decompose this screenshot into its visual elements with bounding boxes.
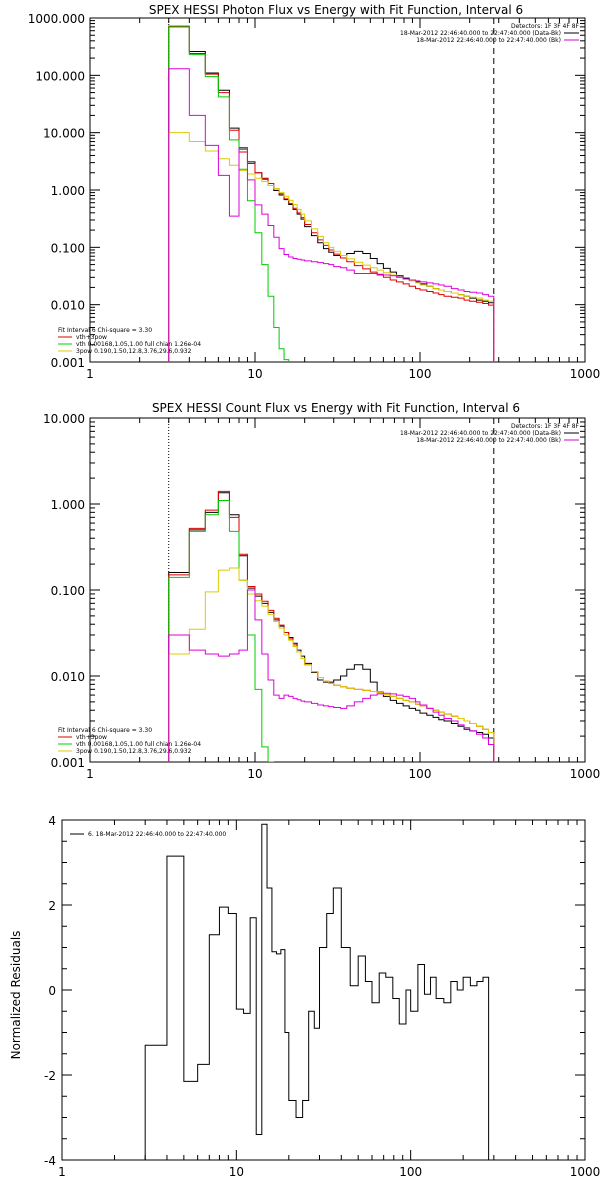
residuals-x-tick-label: 1	[58, 1165, 66, 1179]
count-flux-x-tick-label: 100	[409, 767, 432, 781]
photon-flux-y-tick-label: 1000.000	[28, 12, 85, 26]
count-flux-vth-series	[168, 499, 274, 762]
photon-flux-x-tick-label: 1000	[570, 367, 600, 381]
count-flux-x-tick-label: 1000	[570, 767, 600, 781]
photon-flux-panel: SPEX HESSI Photon Flux vs Energy with Fi…	[28, 3, 600, 381]
photon-flux-3pow-series	[168, 132, 495, 362]
residuals-y-tick-label: -4	[44, 1154, 56, 1168]
count-flux-x-tick-label: 1	[86, 767, 94, 781]
count-flux-legend-entry: 3pow 0.190,1.50,12.8,3.76,29.6,0.932	[76, 748, 192, 755]
residuals-y-tick-label: 0	[48, 984, 56, 998]
photon-flux-y-tick-label: 1.000	[51, 184, 85, 198]
photon-flux-legend-entry: 18-Mar-2012 22:46:40.000 to 22:47:40.000…	[400, 30, 561, 37]
count-flux-title: SPEX HESSI Count Flux vs Energy with Fit…	[152, 401, 520, 415]
photon-flux-x-tick-label: 1	[86, 367, 94, 381]
photon-flux-legend-detectors: Detectors: 1F 3F 4F 8F	[511, 23, 580, 30]
photon-flux-y-tick-label: 10.000	[43, 127, 85, 141]
photon-flux-data-series	[168, 26, 495, 362]
residuals-x-tick-label: 10	[229, 1165, 244, 1179]
photon-flux-y-tick-label: 0.100	[51, 241, 85, 255]
count-flux-legend-entry: 18-Mar-2012 22:46:40.000 to 22:47:40.000…	[416, 437, 561, 444]
photon-flux-vth-series	[168, 26, 290, 362]
count-flux-panel: SPEX HESSI Count Flux vs Energy with Fit…	[43, 401, 600, 781]
count-flux-legend-entry: vth 0.00168,1.05,1.00 full chian 1.26e-0…	[76, 741, 201, 748]
photon-flux-background-series	[168, 68, 495, 362]
count-flux-x-tick-label: 10	[247, 767, 262, 781]
count-flux-y-tick-label: 10.000	[43, 412, 85, 426]
residuals-legend-entry: 6. 18-Mar-2012 22:46:40.000 to 22:47:40.…	[88, 831, 226, 838]
residuals-residuals-series	[144, 823, 490, 1160]
count-flux-3pow-series	[168, 567, 495, 762]
photon-flux-legend-entry: vth+3pow	[76, 334, 107, 341]
residuals-panel: Normalized Residuals 1 10 100 1000 -4 -2 0 2 4 6.…	[9, 814, 600, 1179]
count-flux-y-tick-label: 1.000	[51, 498, 85, 512]
photon-flux-x-tick-label: 100	[409, 367, 432, 381]
photon-flux-title: SPEX HESSI Photon Flux vs Energy with Fi…	[149, 3, 523, 17]
residuals-y-tick-label: 2	[48, 899, 56, 913]
photon-flux-legend-entry: vth 0.00168,1.05,1.00 full chian 1.26e-0…	[76, 341, 201, 348]
residuals-x-tick-label: 100	[399, 1165, 422, 1179]
count-flux-y-tick-label: 0.100	[51, 584, 85, 598]
count-flux-background-series	[168, 589, 495, 762]
photon-flux-legend-entry: 18-Mar-2012 22:46:40.000 to 22:47:40.000…	[416, 37, 561, 44]
photon-flux-plot-frame	[89, 17, 586, 363]
photon-flux-x-tick-label: 10	[247, 367, 262, 381]
residuals-y-tick-label: -2	[44, 1069, 56, 1083]
count-flux-data-series	[168, 492, 495, 762]
residuals-y-axis-label: Normalized Residuals	[9, 931, 23, 1060]
count-flux-y-tick-label: 0.010	[51, 670, 85, 684]
photon-flux-model-series	[168, 25, 495, 362]
residuals-y-tick-label: 4	[48, 814, 56, 828]
photon-flux-y-tick-label: 100.000	[35, 69, 85, 83]
count-flux-legend-detectors: Detectors: 1F 3F 4F 8F	[511, 423, 580, 430]
photon-flux-y-tick-label: 0.010	[51, 299, 85, 313]
photon-flux-y-tick-label: 0.001	[51, 356, 85, 370]
count-flux-plot-frame	[89, 417, 586, 763]
photon-flux-legend-entry: 3pow 0.190,1.50,12.8,3.76,29.6,0.932	[76, 348, 192, 355]
photon-flux-legend-fit-header: Fit Interval 6 Chi-square = 3.30	[58, 327, 152, 334]
residuals-plot-frame	[61, 819, 586, 1161]
residuals-x-tick-label: 1000	[570, 1165, 600, 1179]
count-flux-legend-fit-header: Fit Interval 6 Chi-square = 3.30	[58, 727, 152, 734]
count-flux-legend-entry: 18-Mar-2012 22:46:40.000 to 22:47:40.000…	[400, 430, 561, 437]
count-flux-legend-entry: vth+3pow	[76, 734, 107, 741]
count-flux-y-tick-label: 0.001	[51, 756, 85, 770]
